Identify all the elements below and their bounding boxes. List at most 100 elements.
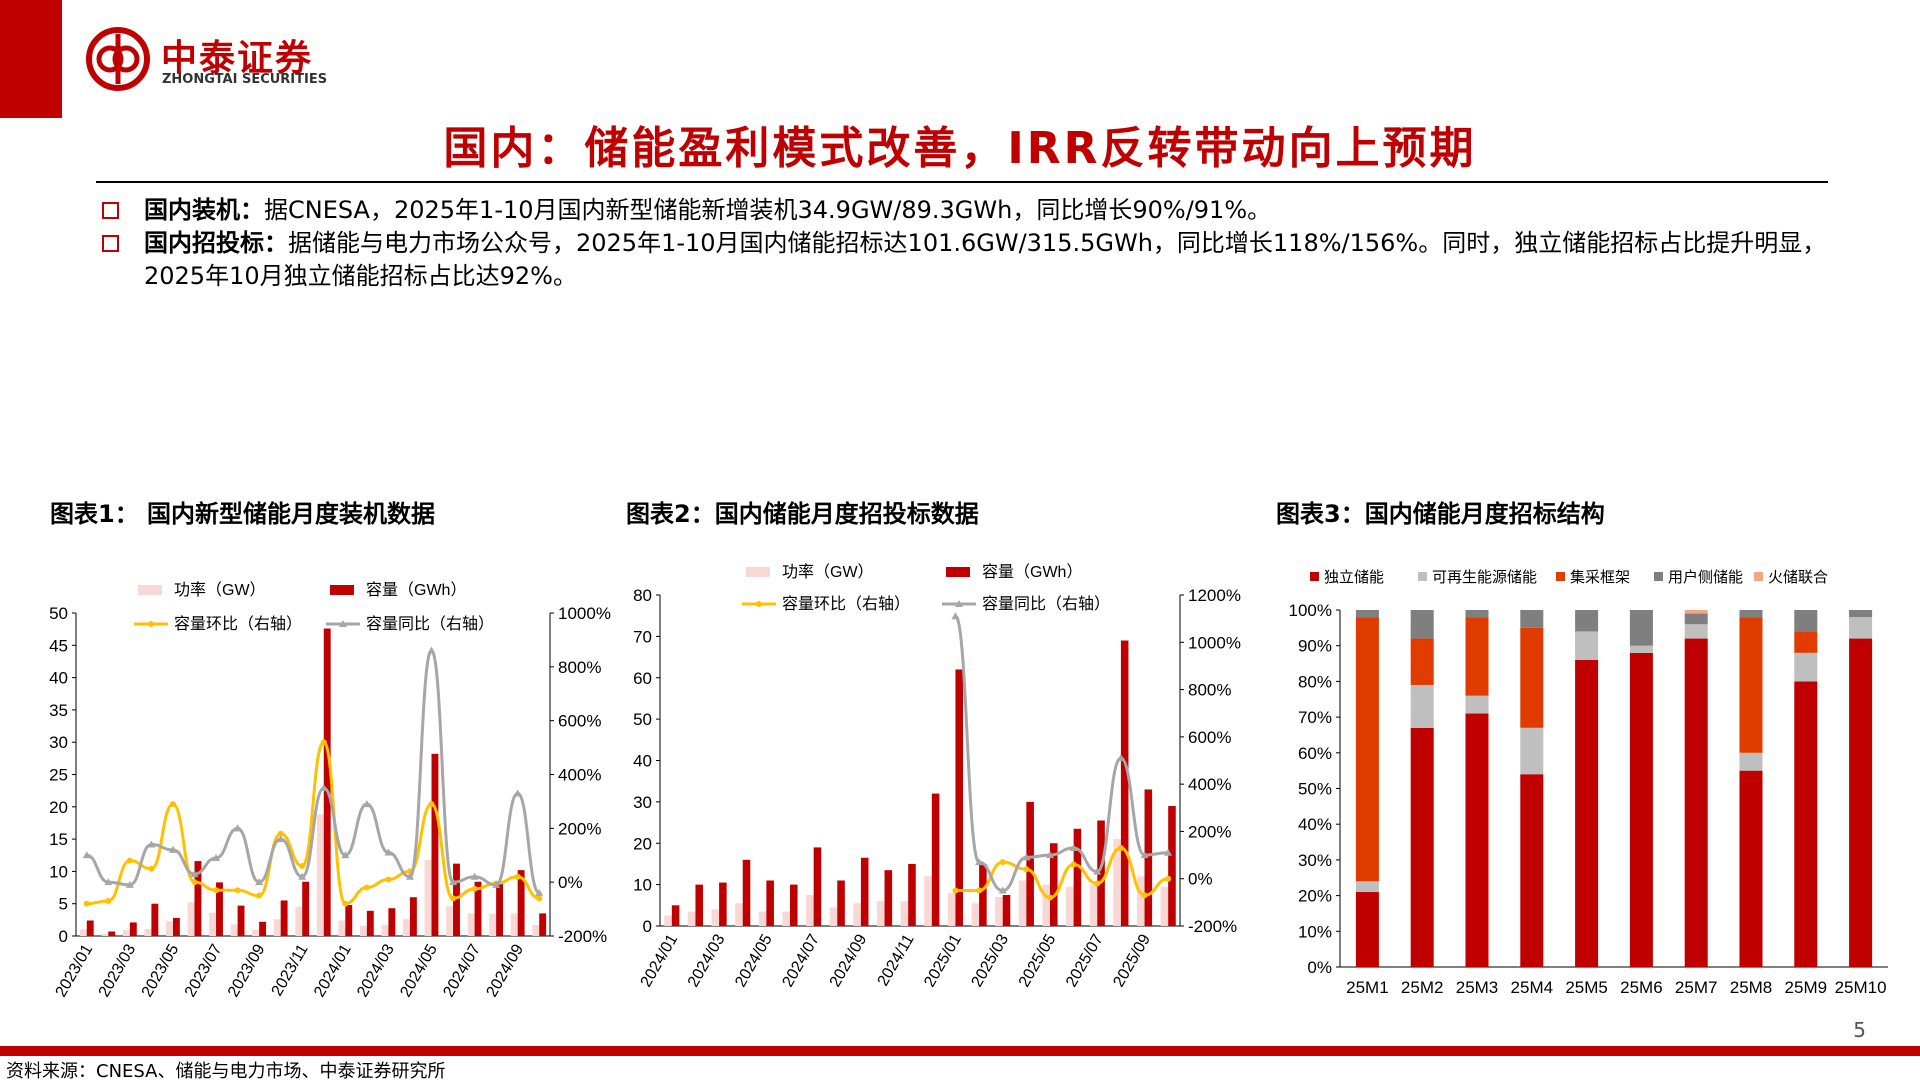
bar-capacity [1002, 894, 1011, 926]
logo-mark-icon [86, 27, 150, 91]
bar-capacity [366, 910, 374, 936]
x-tick-label: 2023/03 [96, 941, 140, 1000]
bar-power [758, 911, 767, 926]
y2-tick-label: 1000% [1188, 633, 1241, 652]
legend-marker [339, 620, 347, 627]
bar-capacity [766, 880, 774, 926]
page-title: 国内：储能盈利模式改善，IRR反转带动向上预期 [443, 123, 1477, 174]
stack-segment [1739, 770, 1763, 967]
bar-power [230, 924, 238, 936]
stack-segment [1575, 631, 1599, 660]
bar-power [853, 903, 861, 926]
legend-label: 集采框架 [1570, 569, 1630, 586]
y-tick-label: 40 [633, 752, 652, 771]
bar-capacity [1097, 820, 1105, 926]
stack-segment [1794, 610, 1818, 632]
bar-capacity [323, 628, 331, 936]
legend-label: 独立储能 [1324, 569, 1384, 586]
x-tick-label: 2025/07 [1063, 931, 1107, 990]
x-tick-label: 2023/01 [53, 941, 97, 1000]
y-tick-label: 50 [49, 604, 68, 623]
point-yoy [298, 872, 307, 880]
bar-power [876, 901, 885, 926]
bullet-label: 国内招投标： [144, 229, 288, 257]
y-tick-label: 70% [1298, 708, 1332, 727]
legend-label: 功率（GW） [174, 581, 266, 599]
bar-power [971, 903, 980, 926]
bar-power [144, 928, 152, 936]
bar-power [687, 911, 696, 926]
legend-label: 可再生能源储能 [1432, 569, 1537, 586]
y2-tick-label: 800% [1188, 681, 1231, 700]
x-tick-label: 25M1 [1346, 978, 1389, 997]
point-mom [536, 895, 543, 902]
bar-capacity [1050, 843, 1058, 926]
x-tick-label: 2023/07 [182, 941, 226, 1000]
y-tick-label: 80 [633, 586, 652, 605]
y-tick-label: 90% [1298, 637, 1332, 656]
bullet-text: 据储能与电力市场公众号，2025年1-10月国内储能招标达101.6GW/315… [144, 229, 1827, 290]
bar-power [1042, 884, 1050, 926]
y-tick-label: 60% [1298, 744, 1332, 763]
point-mom [191, 879, 198, 886]
bar-power [711, 909, 720, 926]
bar-capacity [931, 793, 940, 926]
point-yoy [147, 840, 156, 848]
bar-capacity [302, 881, 310, 936]
point-mom [1165, 875, 1172, 882]
point-yoy [427, 646, 436, 654]
x-tick-label: 2025/05 [1016, 931, 1060, 990]
point-mom [148, 865, 155, 872]
y2-tick-label: 0% [558, 873, 583, 892]
y2-tick-label: 400% [558, 766, 601, 785]
y-tick-label: 0 [643, 917, 652, 936]
stack-segment [1575, 659, 1599, 967]
point-mom [320, 739, 327, 746]
point-mom [83, 900, 90, 907]
stack-segment [1739, 610, 1763, 618]
stack-segment [1410, 727, 1434, 967]
bar-capacity [1168, 806, 1176, 926]
y-tick-label: 40% [1298, 815, 1332, 834]
bar-capacity [1120, 640, 1129, 926]
point-mom [428, 801, 435, 808]
stack-segment [1794, 652, 1818, 682]
bar-power [735, 903, 743, 926]
bar-power [806, 894, 814, 926]
y-tick-label: 30 [633, 793, 652, 812]
point-yoy [276, 835, 285, 843]
bar-capacity [345, 904, 353, 936]
legend-label: 火储联合 [1768, 569, 1828, 586]
bar-capacity [474, 881, 482, 936]
bar-power [79, 929, 87, 936]
point-mom [976, 887, 983, 894]
legend-label: 功率（GW） [782, 563, 874, 581]
legend-marker [756, 601, 762, 607]
bar-power [403, 919, 410, 936]
point-mom [1047, 894, 1053, 901]
point-mom [213, 887, 220, 894]
y2-tick-label: 200% [558, 819, 601, 838]
point-mom [385, 876, 392, 883]
bullet-square-icon [102, 235, 119, 252]
chart-tender-structure: 0% 10% 20% 30% 40% 50% 60% 70% 80% 90% 100% 25M1 25M… [1289, 569, 1888, 997]
x-tick-label: 2024/07 [440, 941, 484, 1000]
bar-power [122, 930, 130, 936]
bar-power [101, 934, 109, 936]
x-tick-label: 2024/05 [732, 931, 776, 990]
x-tick-label: 2025/09 [1110, 931, 1154, 990]
stack-segment [1794, 681, 1818, 967]
bar-capacity [790, 884, 798, 926]
bar-power [510, 913, 518, 936]
bar-power [900, 901, 909, 926]
y2-tick-label: -200% [1188, 917, 1237, 936]
bar-power [1136, 876, 1145, 926]
legend-swatch [1654, 572, 1663, 581]
bar-capacity [539, 913, 547, 936]
point-yoy [975, 858, 984, 866]
bar-capacity [172, 917, 180, 936]
legend-marker [148, 621, 154, 627]
y-tick-label: 20 [633, 834, 652, 853]
y-tick-label: 20% [1298, 887, 1332, 906]
chart-install: 0 5 10 15 20 25 30 35 40 45 50 -200% 0% 200% 400% 600% 8… [49, 581, 611, 1000]
